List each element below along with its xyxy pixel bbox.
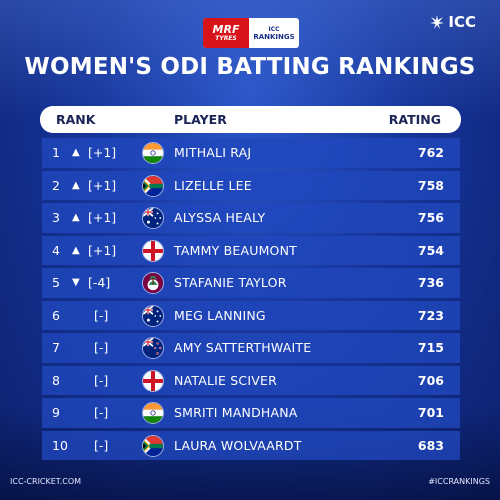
icc-logo: ICC bbox=[429, 12, 476, 32]
west-indies-flag-icon bbox=[142, 272, 164, 294]
rank-movement: [+1] bbox=[88, 210, 117, 226]
player-rating: 701 bbox=[417, 405, 444, 421]
rank-position: 8 bbox=[52, 372, 60, 388]
rank-position: 10 bbox=[52, 437, 68, 453]
player-name: MEG LANNING bbox=[174, 307, 266, 323]
player-rating: 756 bbox=[417, 210, 444, 226]
table-row: 3 ▲ [+1] ALYSSA HEALY 756 bbox=[42, 203, 460, 233]
player-rating: 683 bbox=[417, 437, 444, 453]
table-row: 8 [-] NATALIE SCIVER 706 bbox=[42, 365, 460, 395]
rank-movement: [+1] bbox=[88, 177, 117, 193]
player-name: LIZELLE LEE bbox=[174, 177, 252, 193]
table-header: RANK PLAYER RATING bbox=[40, 106, 461, 133]
player-name: MITHALI RAJ bbox=[174, 145, 252, 161]
player-name: AMY SATTERTHWAITE bbox=[174, 340, 312, 356]
rank-position: 5 bbox=[52, 275, 60, 291]
table-row: 2 ▲ [+1] LIZELLE LEE 758 bbox=[42, 170, 460, 200]
player-rating: 762 bbox=[417, 145, 444, 161]
rankings-tag-bottom: RANKINGS bbox=[253, 32, 295, 41]
page-title: WOMEN'S ODI BATTING RANKINGS bbox=[24, 54, 476, 80]
icc-rankings-tag: ICC RANKINGS bbox=[249, 26, 299, 41]
rank-position: 7 bbox=[52, 340, 60, 356]
rank-position: 9 bbox=[52, 405, 60, 421]
england-flag-icon bbox=[142, 369, 164, 392]
table-row: 4 ▲ [+1] TAMMY BEAUMONT 754 bbox=[42, 235, 460, 265]
table-row: 6 [-] MEG LANNING 723 bbox=[42, 300, 460, 330]
sponsor-logo: MRF TYRES ICC RANKINGS bbox=[203, 18, 299, 48]
rank-up-icon: ▲ bbox=[72, 179, 80, 191]
new-zealand-flag-icon bbox=[142, 337, 164, 359]
australia-flag-icon bbox=[142, 207, 164, 229]
india-flag-icon bbox=[142, 402, 164, 424]
rank-up-icon: ▲ bbox=[72, 212, 80, 224]
rank-movement: [+1] bbox=[88, 242, 117, 258]
player-name: LAURA WOLVAARDT bbox=[174, 437, 302, 453]
player-rating: 723 bbox=[417, 307, 444, 323]
footer-website: ICC-CRICKET.COM bbox=[10, 477, 82, 486]
mrf-logo: MRF TYRES bbox=[203, 18, 249, 48]
mrf-brand: MRF bbox=[212, 23, 240, 36]
player-rating: 706 bbox=[417, 372, 444, 388]
rankings-table: 1 ▲ [+1] MITHALI RAJ 762 2 ▲ [+1] LIZELL… bbox=[42, 138, 460, 463]
icc-emblem-icon bbox=[430, 15, 445, 29]
player-name: TAMMY BEAUMONT bbox=[174, 242, 297, 258]
table-row: 1 ▲ [+1] MITHALI RAJ 762 bbox=[42, 138, 460, 168]
header-player: PLAYER bbox=[174, 112, 227, 127]
england-flag-icon bbox=[142, 239, 164, 262]
player-name: NATALIE SCIVER bbox=[174, 372, 277, 388]
header-rating: RATING bbox=[388, 112, 441, 127]
player-rating: 736 bbox=[417, 275, 444, 291]
rank-position: 4 bbox=[52, 242, 60, 258]
rankings-tag-top: ICC bbox=[268, 25, 280, 33]
player-rating: 754 bbox=[417, 242, 444, 258]
australia-flag-icon bbox=[142, 304, 164, 327]
rank-movement: [+1] bbox=[88, 145, 117, 161]
rank-movement: [-] bbox=[94, 372, 109, 388]
table-row: 7 [-] AMY SATTERTHWAITE 715 bbox=[42, 333, 460, 363]
player-rating: 758 bbox=[417, 177, 444, 193]
south-africa-flag-icon bbox=[142, 174, 164, 197]
footer-hashtag: #ICCRANKINGS bbox=[428, 477, 490, 486]
rank-movement: [-] bbox=[94, 307, 109, 323]
header-rank: RANK bbox=[56, 112, 96, 127]
rank-up-icon: ▲ bbox=[72, 244, 80, 256]
rank-movement: [-] bbox=[94, 405, 109, 421]
rank-movement: [-] bbox=[94, 437, 109, 453]
south-africa-flag-icon bbox=[142, 434, 164, 457]
rank-movement: [-] bbox=[94, 340, 109, 356]
rank-position: 3 bbox=[52, 210, 60, 226]
player-rating: 715 bbox=[417, 340, 444, 356]
table-row: 5 ▼ [-4] STAFANIE TAYLOR 736 bbox=[42, 268, 460, 298]
rank-up-icon: ▲ bbox=[72, 147, 80, 159]
india-flag-icon bbox=[142, 142, 164, 164]
rank-movement: [-4] bbox=[88, 275, 111, 291]
player-name: STAFANIE TAYLOR bbox=[174, 275, 287, 291]
table-row: 10 [-] LAURA WOLVAARDT 683 bbox=[42, 430, 460, 460]
rank-position: 1 bbox=[52, 145, 60, 161]
icc-logo-text: ICC bbox=[448, 13, 476, 31]
rank-position: 6 bbox=[52, 307, 60, 323]
rank-position: 2 bbox=[52, 177, 60, 193]
player-name: SMRITI MANDHANA bbox=[174, 405, 298, 421]
mrf-brand-sub: TYRES bbox=[215, 35, 237, 42]
table-row: 9 [-] SMRITI MANDHANA 701 bbox=[42, 398, 460, 428]
player-name: ALYSSA HEALY bbox=[174, 210, 266, 226]
rank-down-icon: ▼ bbox=[72, 277, 80, 289]
